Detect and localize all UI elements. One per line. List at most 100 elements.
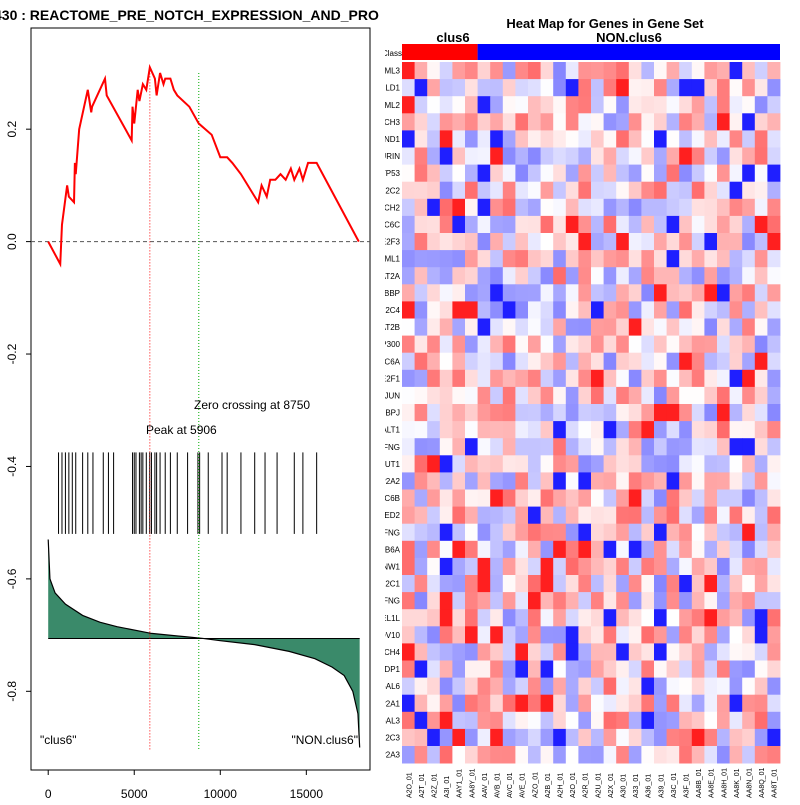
heatmap-cell: [754, 728, 768, 747]
heatmap-cell: [654, 626, 667, 644]
gene-label-ccnd1: CCND1: [385, 135, 401, 144]
heatmap-cell: [540, 592, 554, 610]
group-right-label: "NON.clus6": [291, 733, 358, 747]
heatmap-cell: [679, 301, 693, 319]
sample-label-14: A2R_01: [583, 773, 590, 798]
heatmap-cell: [414, 250, 428, 268]
heatmap-cell: [591, 694, 604, 713]
sample-label-22: A3F_01: [684, 773, 691, 798]
heatmap-panel: Heat Map for Genes in Gene Set clus6 NON…: [365, 0, 800, 800]
heatmap-cell: [477, 79, 491, 97]
heatmap-cell: [704, 694, 718, 713]
heatmap-cell: [628, 147, 642, 165]
heatmap-cell: [729, 523, 743, 542]
heatmap-cell: [427, 694, 441, 713]
sample-label-25: AA8H_01: [721, 768, 728, 798]
heatmap-cell: [578, 489, 592, 507]
heatmap-cell: [641, 404, 655, 422]
heatmap-cell: [465, 540, 478, 559]
heatmap-cell: [591, 557, 604, 576]
heatmap-cell: [603, 472, 617, 490]
y-tick-label-4: -0.6: [5, 568, 19, 589]
heatmap-cell: [502, 79, 516, 97]
heatmap-cell: [553, 113, 567, 131]
heatmap-cell: [414, 592, 428, 610]
heatmap-cell: [540, 746, 554, 764]
gene-label-eif2c2: EIF2C2: [385, 186, 401, 195]
heatmap-cell: [754, 421, 768, 439]
heatmap-cell: [553, 267, 567, 285]
heatmap-cell: [402, 113, 415, 131]
heatmap-cell: [414, 540, 428, 559]
heatmap-cell: [528, 728, 541, 747]
heatmap-cell: [729, 181, 743, 200]
heatmap-cell: [767, 335, 781, 354]
heatmap-cell: [666, 643, 680, 661]
heatmap-cell: [553, 164, 567, 183]
heatmap-cell: [704, 472, 718, 490]
heatmap-cell: [679, 284, 693, 302]
heatmap-cell: [654, 386, 667, 405]
heatmap-cell: [502, 421, 516, 439]
heatmap-cell: [490, 575, 504, 593]
heatmap-cell: [666, 284, 680, 302]
heatmap-cell: [729, 540, 743, 559]
heatmap-cell: [502, 352, 516, 371]
heatmap-cell: [628, 711, 642, 730]
heatmap-cell: [414, 233, 428, 251]
heatmap-cell: [578, 130, 592, 148]
heatmap-cell: [578, 233, 592, 251]
heatmap-cell: [502, 557, 516, 576]
heatmap-cell: [414, 130, 428, 148]
heatmap-cell: [402, 62, 415, 80]
heatmap-cell: [540, 164, 554, 183]
y-axis: 0.2 0.0 -0.2 -0.4 -0.6 -0.8: [5, 121, 31, 702]
heatmap-cell: [691, 198, 705, 217]
heatmap-cell: [628, 455, 642, 473]
heatmap-cell: [502, 592, 516, 610]
heatmap-cell: [767, 660, 781, 678]
heatmap-cell: [515, 352, 529, 371]
heatmap-cell: [465, 506, 478, 525]
heatmap-cell: [691, 386, 705, 405]
heatmap-cell: [628, 301, 642, 319]
heatmap-cell: [427, 96, 441, 114]
ranked-metric-area: [48, 539, 360, 748]
heatmap-cell: [616, 284, 630, 302]
heatmap-cell: [452, 506, 466, 525]
heatmap-cell: [654, 643, 667, 661]
heatmap-cell: [704, 643, 718, 661]
heatmap-cell: [477, 147, 491, 165]
heatmap-cell: [528, 79, 541, 97]
heatmap-cell: [414, 626, 428, 644]
heatmap-cell: [704, 711, 718, 730]
heatmap-cell: [691, 728, 705, 747]
heatmap-cell: [515, 164, 529, 183]
heatmap-cell: [679, 96, 693, 114]
heatmap-cell: [704, 626, 718, 644]
heatmap-cell: [628, 96, 642, 114]
heatmap-cell: [414, 198, 428, 217]
heatmap-cell: [591, 609, 604, 627]
heatmap-cell: [477, 352, 491, 371]
heatmap-cell: [654, 472, 667, 490]
heatmap-cell: [402, 609, 415, 627]
heatmap-cell: [477, 540, 491, 559]
heatmap-cell: [565, 386, 579, 405]
heatmap-cell: [767, 352, 781, 371]
heatmap-cell: [616, 198, 630, 217]
heatmap-cell: [654, 506, 667, 525]
heatmap-cell: [414, 404, 428, 422]
heatmap-cell: [628, 318, 642, 336]
heatmap-cell: [465, 746, 478, 764]
gene-label-rbpj: RBPJ: [385, 409, 400, 418]
heatmap-cell: [691, 352, 705, 371]
heatmap-cell: [742, 626, 756, 644]
heatmap-cell: [439, 181, 453, 200]
heatmap-cell: [414, 421, 428, 439]
heatmap-cell: [540, 643, 554, 661]
heatmap-cell: [490, 250, 504, 268]
heatmap-cell: [402, 96, 415, 114]
heatmap-cell: [565, 694, 579, 713]
heatmap-cell: [641, 267, 655, 285]
